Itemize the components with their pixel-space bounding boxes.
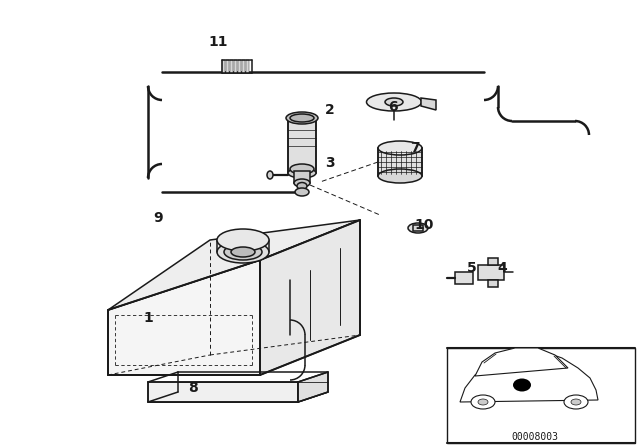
Text: 8: 8: [188, 381, 198, 395]
Bar: [230, 60, 233, 73]
Ellipse shape: [290, 164, 314, 174]
Bar: [478, 265, 504, 280]
Ellipse shape: [217, 241, 269, 263]
Polygon shape: [421, 98, 436, 110]
Text: 4: 4: [497, 261, 507, 275]
Bar: [447, 348, 635, 443]
Bar: [455, 272, 473, 284]
Text: 9: 9: [153, 211, 163, 225]
Ellipse shape: [385, 98, 403, 106]
Polygon shape: [460, 352, 598, 402]
Ellipse shape: [367, 93, 422, 111]
Bar: [222, 60, 225, 73]
Bar: [242, 60, 245, 73]
Polygon shape: [488, 280, 498, 287]
Bar: [288, 118, 316, 173]
Text: 7: 7: [410, 141, 420, 155]
Ellipse shape: [564, 395, 588, 409]
Ellipse shape: [297, 182, 307, 190]
Text: 10: 10: [414, 218, 434, 232]
Ellipse shape: [267, 171, 273, 179]
Text: 2: 2: [325, 103, 335, 117]
Ellipse shape: [471, 395, 495, 409]
Bar: [246, 60, 249, 73]
Bar: [234, 60, 237, 73]
Ellipse shape: [378, 141, 422, 155]
Bar: [413, 225, 423, 231]
Text: 11: 11: [208, 35, 228, 49]
Ellipse shape: [295, 175, 309, 185]
Ellipse shape: [408, 223, 428, 233]
Ellipse shape: [295, 188, 309, 196]
Polygon shape: [148, 392, 328, 402]
Ellipse shape: [378, 169, 422, 183]
Ellipse shape: [478, 399, 488, 405]
Polygon shape: [260, 220, 360, 375]
Text: 5: 5: [467, 261, 477, 275]
Text: 3: 3: [325, 156, 335, 170]
Ellipse shape: [286, 112, 318, 124]
Bar: [294, 171, 310, 183]
Polygon shape: [108, 260, 260, 375]
Polygon shape: [148, 382, 298, 402]
Polygon shape: [298, 372, 328, 402]
Text: 6: 6: [388, 100, 398, 114]
Ellipse shape: [224, 244, 262, 260]
Polygon shape: [488, 258, 498, 265]
Ellipse shape: [288, 113, 316, 123]
Ellipse shape: [513, 379, 531, 392]
Ellipse shape: [294, 179, 310, 187]
Ellipse shape: [217, 229, 269, 251]
Ellipse shape: [571, 399, 581, 405]
Ellipse shape: [290, 114, 314, 122]
Bar: [378, 148, 422, 176]
Ellipse shape: [231, 247, 255, 257]
Bar: [238, 60, 241, 73]
Bar: [226, 60, 229, 73]
Text: 1: 1: [143, 311, 153, 325]
Polygon shape: [108, 220, 360, 310]
Polygon shape: [475, 348, 568, 376]
Text: 00008003: 00008003: [511, 432, 559, 442]
Ellipse shape: [288, 168, 316, 178]
